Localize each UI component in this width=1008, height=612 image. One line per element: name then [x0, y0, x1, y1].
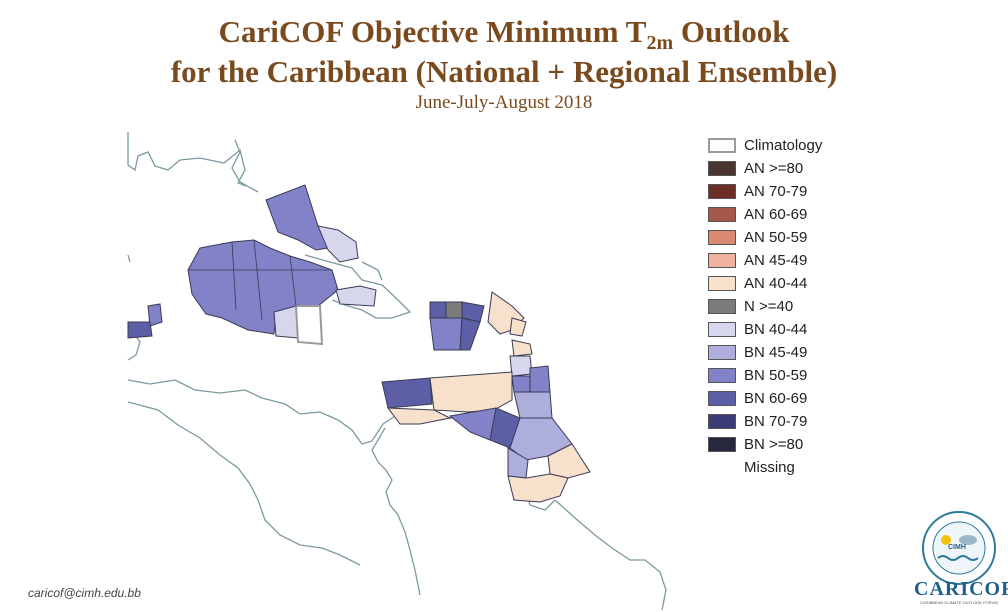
legend-item: AN 45-49	[708, 251, 868, 274]
wave-icon	[937, 555, 979, 561]
legend-swatch	[708, 138, 736, 153]
zone-turks-caicos	[335, 285, 377, 307]
legend-label: BN 60-69	[744, 390, 808, 407]
legend-label: BN 50-59	[744, 367, 808, 384]
legend-label: N >=40	[744, 298, 794, 315]
legend-label: AN 40-44	[744, 275, 808, 292]
legend-label: BN 70-79	[744, 413, 808, 430]
legend-swatch	[708, 184, 736, 199]
legend-item: BN 70-79	[708, 412, 868, 435]
zone-martinique	[509, 355, 533, 377]
legend-item: BN 50-59	[708, 366, 868, 389]
zone-climatology	[294, 305, 324, 346]
zone-st-lucia	[511, 375, 531, 393]
title-line-1: CariCOF Objective Minimum T2m Outlook	[0, 12, 1008, 56]
legend-label: AN >=80	[744, 160, 804, 177]
legend-item: AN 70-79	[708, 182, 868, 205]
guianas-coast	[554, 499, 667, 611]
legend-label: AN 60-69	[744, 206, 808, 223]
zone-barbados	[529, 365, 551, 393]
legend-swatch	[708, 276, 736, 291]
legend-label: Climatology	[744, 137, 823, 154]
zone-aruba-curacao	[381, 377, 433, 409]
legend-swatch	[708, 230, 736, 245]
legend-swatch	[708, 253, 736, 268]
legend-label: AN 45-49	[744, 252, 808, 269]
zone-antigua	[509, 317, 527, 337]
legend-swatch	[708, 391, 736, 406]
legend-label: AN 70-79	[744, 183, 808, 200]
colombia-coast	[371, 427, 421, 596]
zone-virgin-islands	[429, 317, 463, 351]
florida-gulf-coast	[127, 132, 247, 187]
title-text-end: Outlook	[673, 14, 790, 49]
zone-anguilla	[459, 317, 481, 351]
bahamas-islands	[231, 139, 259, 193]
cuba-central-boundary	[253, 239, 263, 321]
coastlines	[127, 132, 667, 611]
hispaniola-island	[304, 254, 412, 319]
legend-swatch	[708, 414, 736, 429]
zone-belize-north	[147, 303, 163, 327]
legend-label: Missing	[744, 459, 795, 476]
legend-item: AN 40-44	[708, 274, 868, 297]
logo-wordmark: CARICOF	[914, 578, 1008, 600]
season-label: June-July-August 2018	[415, 92, 593, 113]
legend-item: BN 45-49	[708, 343, 868, 366]
logo-top-text: CIMH	[948, 544, 966, 551]
legend-label: BN 40-44	[744, 321, 808, 338]
outlook-zones	[127, 184, 591, 503]
zone-pr-central	[445, 301, 463, 319]
zone-venezuela-north	[429, 371, 513, 413]
zone-bahamas-south	[317, 225, 359, 263]
legend-item: BN 60-69	[708, 389, 868, 412]
legend-item: AN 60-69	[708, 205, 868, 228]
caricof-logo: CIMH CARICOF CARIBBEAN CLIMATE OUTLOOK F…	[914, 508, 1008, 608]
legend-label: BN 45-49	[744, 344, 808, 361]
yucatan-coast	[127, 254, 131, 263]
legend-swatch	[708, 345, 736, 360]
legend-label: AN 50-59	[744, 229, 808, 246]
legend-swatch	[708, 322, 736, 337]
zone-suriname	[547, 443, 591, 479]
title-subscript: 2m	[646, 32, 674, 54]
zone-st-vincent	[513, 391, 553, 419]
contact-email: caricof@cimh.edu.bb	[28, 586, 141, 600]
legend-label: BN >=80	[744, 436, 804, 453]
zone-pr-west	[429, 301, 447, 319]
zone-dominica	[511, 339, 533, 357]
legend-swatch	[708, 161, 736, 176]
cimh-logo	[922, 511, 996, 585]
legend-swatch	[708, 368, 736, 383]
title-line-2: for the Caribbean (National + Regional E…	[170, 54, 838, 89]
zone-cayman-jamaica-south	[273, 305, 299, 339]
zone-venezuela-west	[386, 407, 452, 425]
sun-icon	[941, 535, 951, 545]
central-america-pacific-coast	[127, 401, 361, 566]
title-text: CariCOF Objective Minimum T	[218, 14, 647, 49]
legend-item: Climatology	[708, 136, 868, 159]
legend-item: BN >=80	[708, 435, 868, 458]
legend-item: N >=40	[708, 297, 868, 320]
logo-tagline: CARIBBEAN CLIMATE OUTLOOK FORUM	[920, 600, 998, 605]
cuba-west-boundary	[231, 241, 237, 311]
cloud-icon	[959, 535, 977, 545]
legend-swatch	[708, 437, 736, 452]
cuba-east-boundary	[289, 255, 297, 307]
zone-belize-south	[127, 321, 153, 339]
map-legend: Climatology AN >=80 AN 70-79 AN 60-69 AN 50-…	[708, 136, 868, 481]
legend-item: AN >=80	[708, 159, 868, 182]
puerto-rico-coast	[361, 261, 383, 281]
legend-item: AN 50-59	[708, 228, 868, 251]
legend-swatch	[708, 207, 736, 222]
legend-item: BN 40-44	[708, 320, 868, 343]
legend-item: Missing	[708, 458, 868, 481]
legend-swatch	[708, 299, 736, 314]
zone-boundaries	[188, 239, 332, 321]
zone-guyana-south	[507, 473, 569, 503]
